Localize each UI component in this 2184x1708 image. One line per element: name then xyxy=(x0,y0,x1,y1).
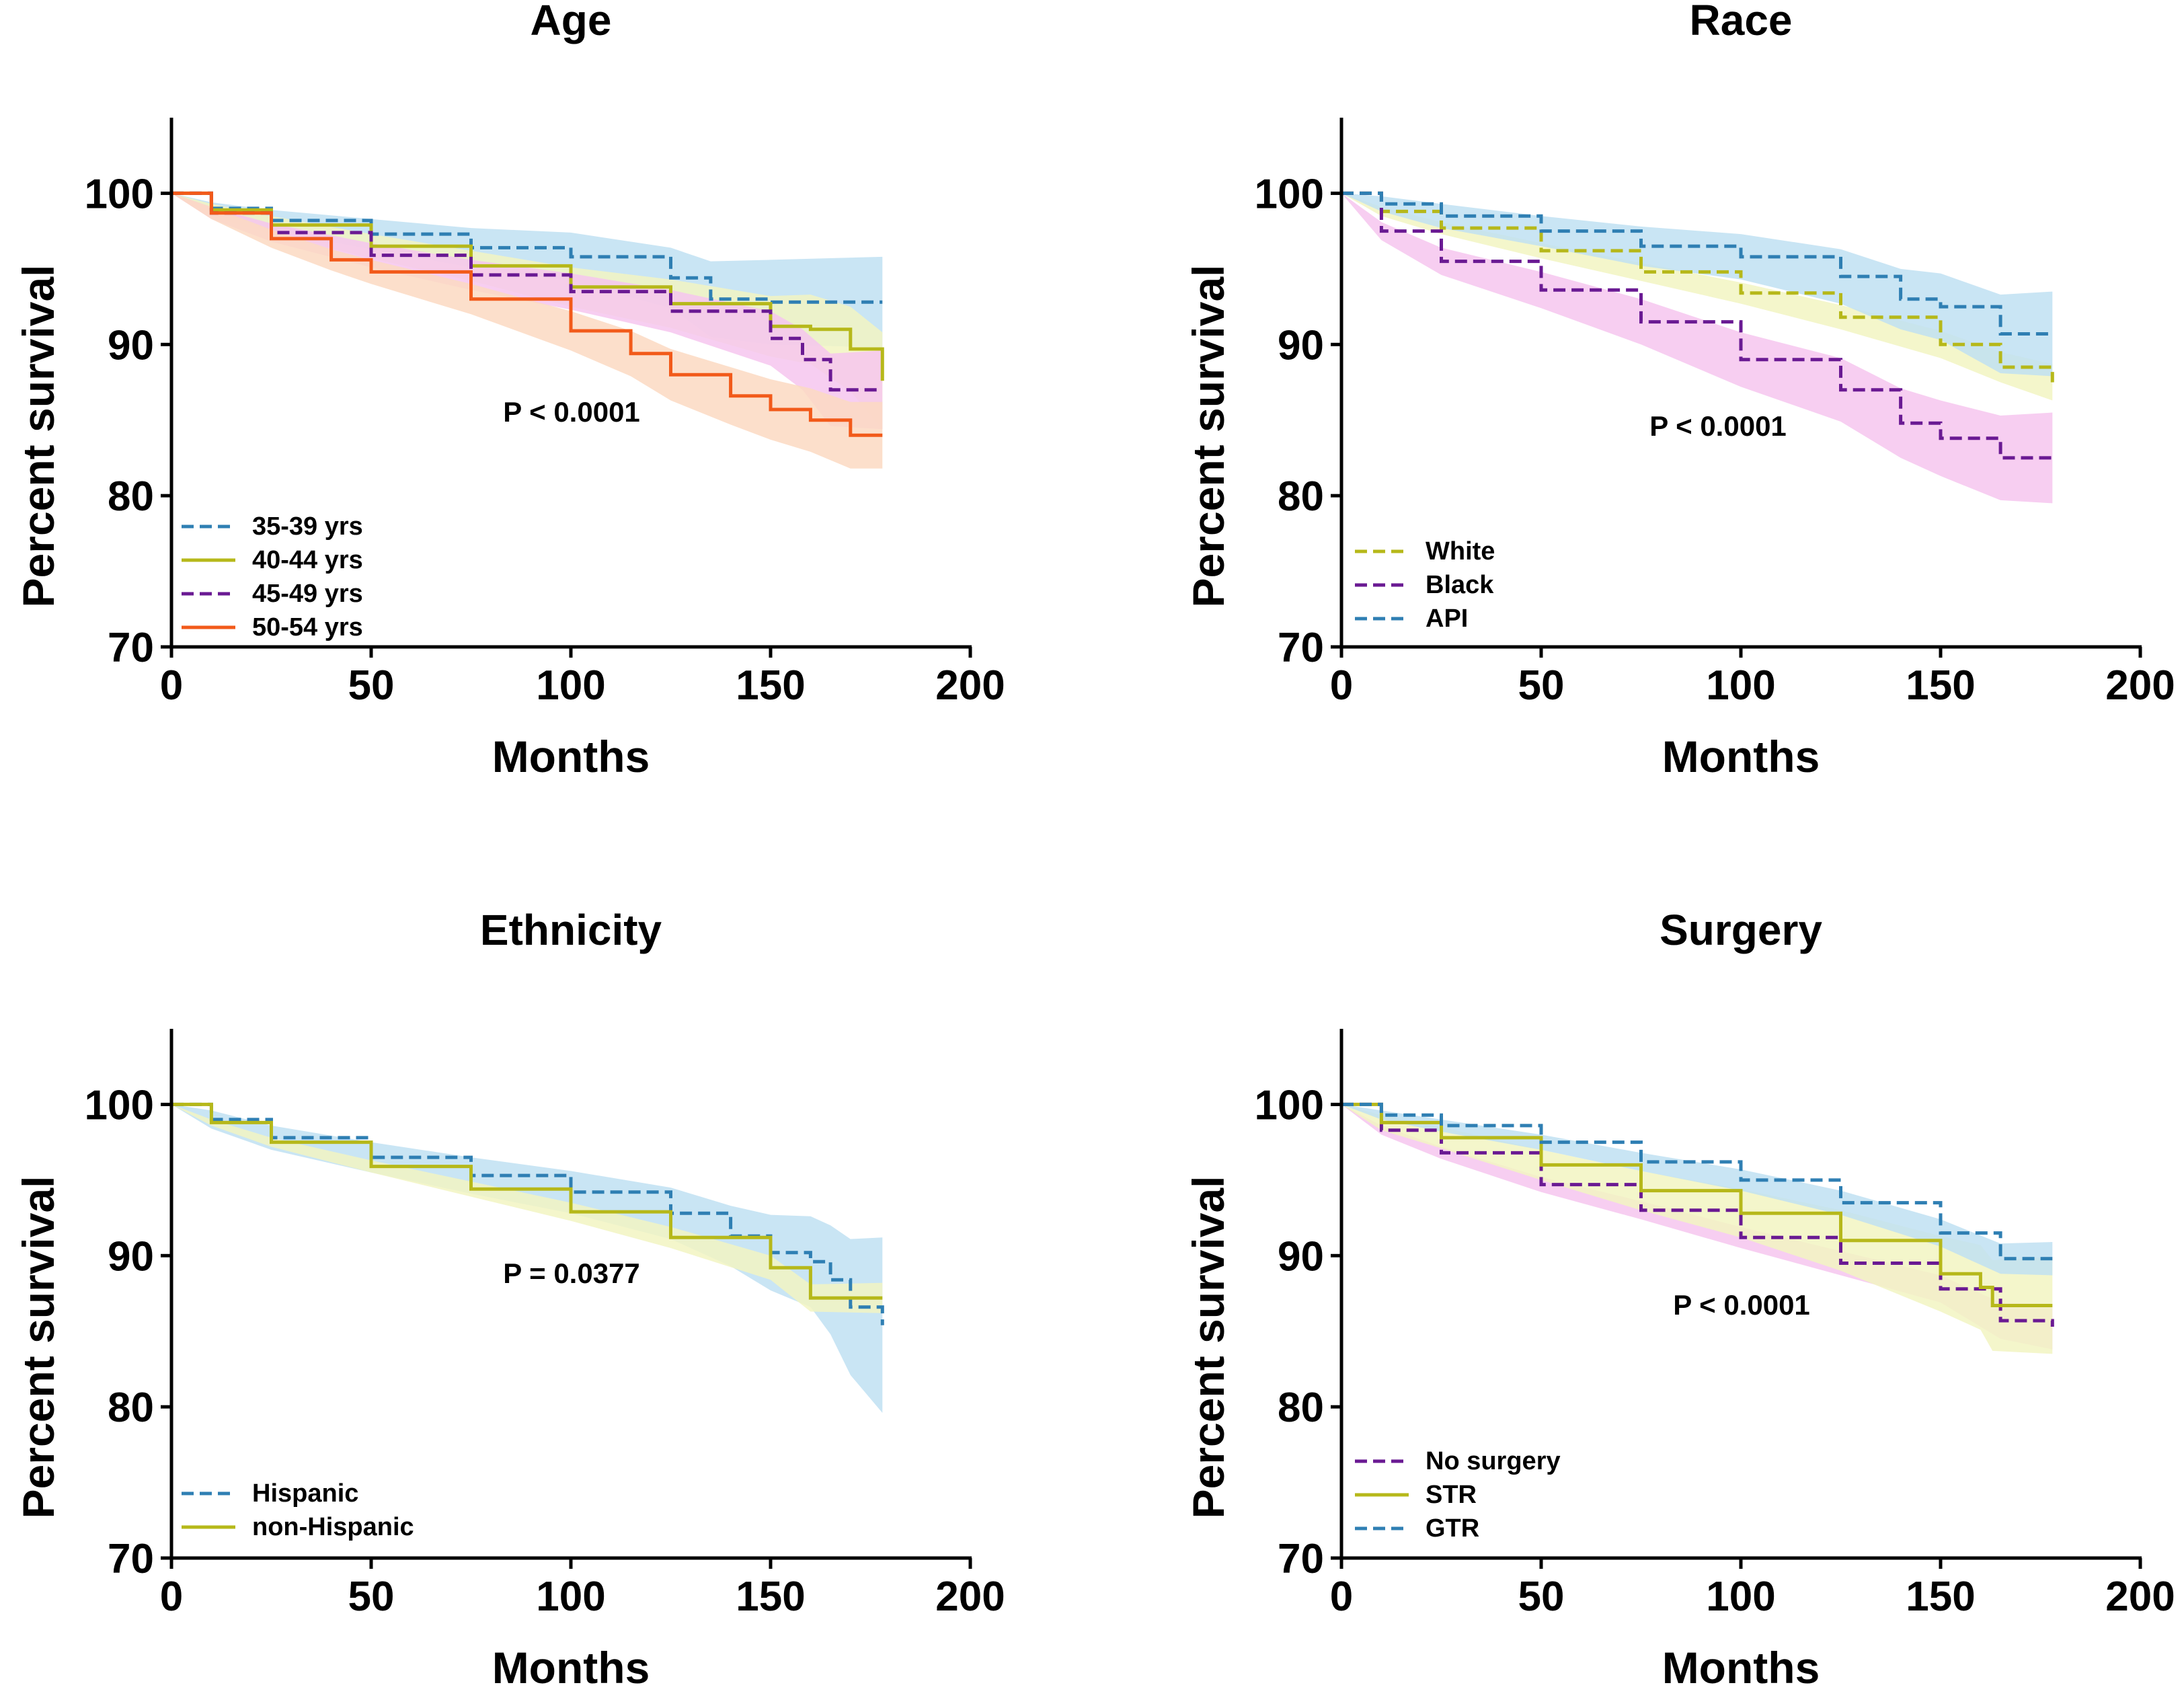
y-tick-label: 80 xyxy=(1278,473,1324,520)
ci-band-no-surgery xyxy=(1341,1104,2053,1350)
y-tick-label: 100 xyxy=(85,1082,154,1128)
y-tick-label: 70 xyxy=(1278,625,1324,671)
p-value-annotation: P < 0.0001 xyxy=(1673,1289,1810,1321)
y-tick-label: 90 xyxy=(1278,1233,1324,1280)
curve-non-hispanic xyxy=(171,1102,883,1300)
legend-label: 40-44 yrs xyxy=(252,546,363,574)
x-tick-label: 100 xyxy=(536,662,605,709)
legend-label: API xyxy=(1426,605,1468,633)
curve-black xyxy=(1341,191,2053,460)
x-tick-label: 50 xyxy=(348,662,395,709)
x-tick-label: 150 xyxy=(1906,1574,1975,1620)
y-tick-label: 90 xyxy=(1278,322,1324,368)
legend-label: Black xyxy=(1426,571,1494,599)
x-tick-label: 150 xyxy=(736,662,805,709)
legend-label: 45-49 yrs xyxy=(252,580,363,608)
legend: White Black API xyxy=(1355,537,1495,633)
x-tick-label: 200 xyxy=(2105,1574,2175,1620)
chart-title: Surgery xyxy=(1660,906,1822,954)
y-tick-label: 70 xyxy=(108,625,154,671)
y-axis-label: Percent survival xyxy=(13,265,63,608)
y-tick-label: 90 xyxy=(108,1233,154,1280)
curve-gtr xyxy=(1341,1102,2053,1261)
legend-label: No surgery xyxy=(1426,1447,1561,1475)
y-tick-label: 100 xyxy=(85,171,154,217)
x-tick-label: 100 xyxy=(1706,662,1775,709)
panel-ethnicity: Ethnicity 0 50 100 150 200 70 80 90 100 Months Perc… xyxy=(13,906,1005,1693)
x-tick-label: 100 xyxy=(1706,1574,1775,1620)
p-value-annotation: P < 0.0001 xyxy=(1649,410,1787,442)
x-tick-label: 0 xyxy=(1330,662,1353,709)
chart-title: Age xyxy=(531,0,612,44)
y-tick-label: 80 xyxy=(108,473,154,520)
curve-50-54-yrs xyxy=(171,191,883,437)
x-tick-label: 50 xyxy=(348,1574,395,1620)
ci-band-black xyxy=(1341,193,2053,504)
ci-band-str xyxy=(1341,1104,2053,1354)
legend-label: non-Hispanic xyxy=(252,1513,414,1541)
ci-band-45-49-yrs xyxy=(171,193,883,430)
ci-band-non-hispanic xyxy=(171,1104,883,1313)
x-tick-label: 0 xyxy=(1330,1574,1353,1620)
ci-band-white xyxy=(1341,193,2053,401)
panel-surgery: Surgery 0 50 100 150 200 70 80 90 100 Months Percen… xyxy=(1183,906,2175,1693)
y-tick-label: 80 xyxy=(108,1385,154,1431)
legend-label: White xyxy=(1426,537,1495,566)
legend: No surgery STR GTR xyxy=(1355,1447,1561,1543)
y-tick-label: 80 xyxy=(1278,1385,1324,1431)
y-tick-label: 100 xyxy=(1255,171,1324,217)
legend-label: GTR xyxy=(1426,1514,1479,1543)
y-axis-label: Percent survival xyxy=(1183,265,1233,608)
curve-35-39-yrs xyxy=(171,191,883,304)
ci-band-50-54-yrs xyxy=(171,193,883,469)
x-tick-label: 100 xyxy=(536,1574,605,1620)
y-tick-label: 90 xyxy=(108,322,154,368)
y-tick-label: 100 xyxy=(1255,1082,1324,1128)
x-axis-label: Months xyxy=(492,732,650,781)
ci-band-api xyxy=(1341,193,2053,377)
p-value-annotation: P < 0.0001 xyxy=(503,396,640,428)
y-axis-label: Percent survival xyxy=(13,1176,63,1519)
curve-api xyxy=(1341,191,2053,336)
x-tick-label: 200 xyxy=(2105,662,2175,709)
x-tick-label: 50 xyxy=(1518,662,1565,709)
x-tick-label: 50 xyxy=(1518,1574,1565,1620)
chart-title: Race xyxy=(1690,0,1793,44)
x-axis-label: Months xyxy=(492,1643,650,1693)
panel-age: Age 0 50 100 150 200 70 80 90 100 Months Percent su… xyxy=(13,0,1005,781)
legend-label: 35-39 yrs xyxy=(252,512,363,541)
legend: Hispanic non-Hispanic xyxy=(182,1479,414,1541)
p-value-annotation: P = 0.0377 xyxy=(503,1257,640,1289)
x-axis-label: Months xyxy=(1662,732,1820,781)
x-tick-label: 200 xyxy=(935,662,1005,709)
x-axis-label: Months xyxy=(1662,1643,1820,1693)
x-tick-label: 150 xyxy=(1906,662,1975,709)
y-tick-label: 70 xyxy=(1278,1536,1324,1582)
x-tick-label: 200 xyxy=(935,1574,1005,1620)
x-tick-label: 150 xyxy=(736,1574,805,1620)
y-tick-label: 70 xyxy=(108,1536,154,1582)
x-tick-label: 0 xyxy=(160,1574,183,1620)
legend-label: STR xyxy=(1426,1481,1477,1509)
y-axis-label: Percent survival xyxy=(1183,1176,1233,1519)
legend: 35-39 yrs 40-44 yrs 45-49 yrs 50-54 yrs xyxy=(182,512,363,642)
curve-no-surgery xyxy=(1341,1102,2054,1327)
panel-race: Race 0 50 100 150 200 70 80 90 100 Months Percent s… xyxy=(1183,0,2175,781)
legend-label: Hispanic xyxy=(252,1479,358,1508)
x-tick-label: 0 xyxy=(160,662,183,709)
chart-title: Ethnicity xyxy=(480,906,662,954)
legend-label: 50-54 yrs xyxy=(252,613,363,642)
